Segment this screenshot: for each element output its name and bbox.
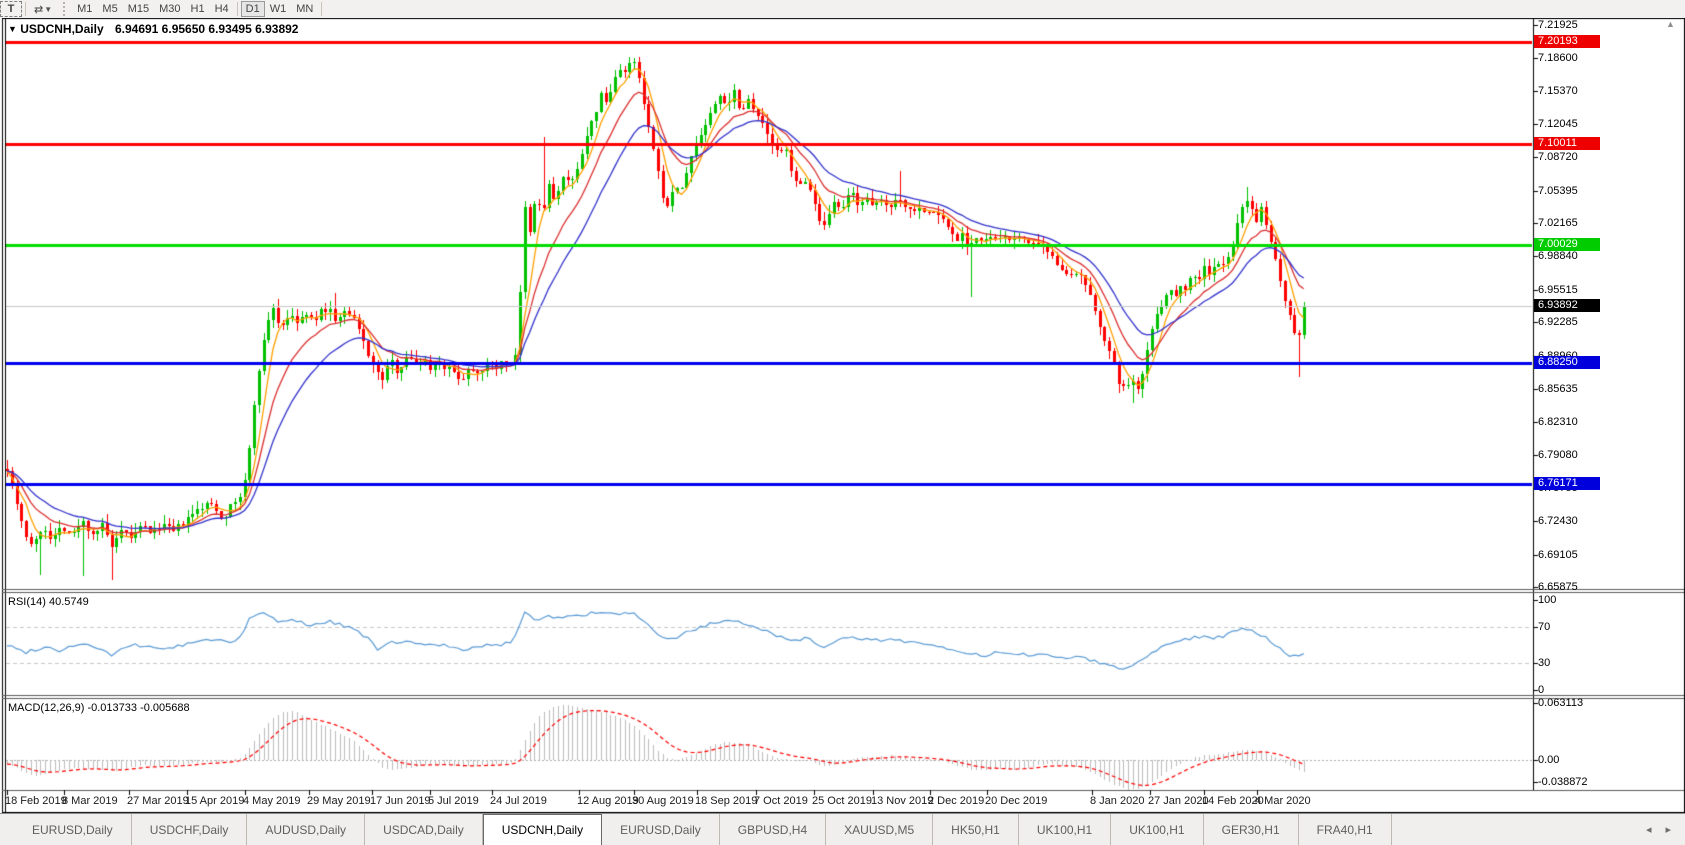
date-tick-label: 30 Aug 2019 xyxy=(632,795,694,807)
date-tick-label: 17 Jun 2019 xyxy=(370,795,431,807)
chart-tab-gbpusd-h4[interactable]: GBPUSD,H4 xyxy=(720,814,827,845)
macd-axis-label: 0.063113 xyxy=(1538,697,1584,709)
price-tick-label: 6.85635 xyxy=(1538,382,1578,395)
rsi-axis-label: 100 xyxy=(1538,594,1557,606)
date-tick-label: 25 Oct 2019 xyxy=(812,795,872,807)
price-tick-label: 7.15370 xyxy=(1538,84,1578,97)
price-tick-label: 6.65875 xyxy=(1538,581,1578,593)
chart-tab-audusd-daily[interactable]: AUDUSD,Daily xyxy=(247,814,366,845)
text-tool-button[interactable]: T xyxy=(0,1,22,17)
toolbar-separator xyxy=(321,2,323,16)
timeframe-button-m30[interactable]: M30 xyxy=(154,1,185,17)
price-badge: 6.76171 xyxy=(1534,476,1600,490)
chart-tab-uk100-h1[interactable]: UK100,H1 xyxy=(1111,814,1204,845)
date-tick-label: 13 Nov 2019 xyxy=(871,795,934,807)
price-tick-label: 7.21925 xyxy=(1538,19,1578,31)
date-tick-label: 27 Mar 2019 xyxy=(127,795,189,807)
chart-tab-usdchf-daily[interactable]: USDCHF,Daily xyxy=(132,814,248,845)
timeframe-button-d1[interactable]: D1 xyxy=(240,1,265,17)
chart-tab-bar: EURUSD,Daily USDCHF,Daily AUDUSD,Daily USDC… xyxy=(0,813,1685,845)
date-tick-label: 15 Apr 2019 xyxy=(185,795,245,807)
price-badge: 7.10011 xyxy=(1534,137,1600,151)
date-tick-label: 4 Mar 2020 xyxy=(1255,795,1311,807)
rsi-axis-label: 0 xyxy=(1538,684,1545,696)
chart-tab-fra40-h1[interactable]: FRA40,H1 xyxy=(1299,814,1392,845)
chart-tab-usdcad-daily[interactable]: USDCAD,Daily xyxy=(365,814,483,845)
date-tick-label: 18 Feb 2019 xyxy=(5,795,67,807)
chart-symbol-period: USDCNH,Daily xyxy=(20,22,104,36)
chart-header[interactable]: ▼ USDCNH,Daily 6.94691 6.95650 6.93495 6… xyxy=(8,22,298,36)
date-tick-label: 24 Jul 2019 xyxy=(490,795,547,807)
date-tick-label: 12 Aug 2019 xyxy=(577,795,639,807)
date-tick-label: 27 Jan 2020 xyxy=(1148,795,1209,807)
timeframe-button-m15[interactable]: M15 xyxy=(123,1,154,17)
date-tick-label: 7 Oct 2019 xyxy=(754,795,808,807)
timeframe-button-w1[interactable]: W1 xyxy=(265,1,292,17)
date-tick-label: 4 May 2019 xyxy=(243,795,301,807)
toolbar-grip xyxy=(63,2,68,16)
price-tick-label: 6.92285 xyxy=(1538,316,1578,329)
price-tick-label: 6.95515 xyxy=(1538,283,1578,296)
swap-arrows-icon: ⇄ xyxy=(34,3,44,16)
rsi-axis-label: 30 xyxy=(1538,657,1551,669)
chart-context-arrow-icon[interactable]: ▼ xyxy=(8,24,17,34)
chart-window: ▼ USDCNH,Daily 6.94691 6.95650 6.93495 6… xyxy=(0,18,1685,813)
chart-tabs: EURUSD,Daily USDCHF,Daily AUDUSD,Daily USDC… xyxy=(0,814,1392,845)
scroll-up-arrow-icon[interactable]: ▲ xyxy=(1666,19,1675,29)
price-tick-label: 7.12045 xyxy=(1538,118,1578,131)
chart-tab-hk50-h1[interactable]: HK50,H1 xyxy=(933,814,1019,845)
price-badge: 6.88250 xyxy=(1534,355,1600,369)
date-tick-label: 29 May 2019 xyxy=(307,795,371,807)
tab-navigation: ◂ ▸ xyxy=(1646,814,1685,845)
price-chart-canvas[interactable] xyxy=(0,18,1685,813)
macd-indicator-label: MACD(12,26,9) -0.013733 -0.005688 xyxy=(8,702,190,714)
rsi-indicator-label: RSI(14) 40.5749 xyxy=(8,596,89,608)
chart-tab-xauusd-m5[interactable]: XAUUSD,M5 xyxy=(826,814,934,845)
price-tick-label: 6.98840 xyxy=(1538,250,1578,263)
price-tick-label: 7.02165 xyxy=(1538,217,1578,230)
top-toolbar: T ⇄ ▼ M1 M5 M15 M30 H1 H4 D1 W1 MN xyxy=(0,0,1685,19)
price-tick-label: 7.18600 xyxy=(1538,52,1578,65)
macd-axis-label: -0.038872 xyxy=(1538,776,1588,788)
price-badge: 6.93892 xyxy=(1534,299,1600,313)
chart-tab-ger30-h1[interactable]: GER30,H1 xyxy=(1204,814,1299,845)
price-tick-label: 7.05395 xyxy=(1538,184,1578,197)
tabs-prev-icon[interactable]: ◂ xyxy=(1645,824,1652,836)
date-tick-label: 5 Jul 2019 xyxy=(428,795,479,807)
chart-tab-usdcnh-daily[interactable]: USDCNH,Daily xyxy=(482,814,603,845)
price-badge: 7.20193 xyxy=(1534,35,1600,49)
timeframe-button-m5[interactable]: M5 xyxy=(97,1,122,17)
date-tick-label: 14 Feb 2020 xyxy=(1202,795,1264,807)
timeframe-button-h1[interactable]: H1 xyxy=(186,1,210,17)
tabs-next-icon[interactable]: ▸ xyxy=(1665,824,1671,836)
timeframe-group: M1 M5 M15 M30 H1 H4 D1 W1 MN xyxy=(72,1,325,17)
price-tick-label: 6.72430 xyxy=(1538,515,1578,528)
dropdown-caret-icon: ▼ xyxy=(44,4,53,14)
price-badge: 7.00029 xyxy=(1534,237,1600,251)
date-tick-label: 20 Dec 2019 xyxy=(985,795,1048,807)
timeframe-button-m1[interactable]: M1 xyxy=(72,1,97,17)
macd-axis-label: 0.00 xyxy=(1538,754,1560,766)
date-tick-label: 8 Mar 2019 xyxy=(62,795,118,807)
price-tick-label: 6.79080 xyxy=(1538,448,1578,461)
swap-arrows-button[interactable]: ⇄ ▼ xyxy=(29,1,57,17)
chart-tab-eurusd-daily[interactable]: EURUSD,Daily xyxy=(602,814,720,845)
date-tick-label: 18 Sep 2019 xyxy=(695,795,758,807)
toolbar-separator xyxy=(25,2,26,16)
toolbar-separator xyxy=(236,2,238,16)
chart-ohlc-values: 6.94691 6.95650 6.93495 6.93892 xyxy=(114,22,299,36)
timeframe-button-h4[interactable]: H4 xyxy=(210,1,234,17)
price-tick-label: 6.82310 xyxy=(1538,416,1578,429)
price-tick-label: 6.69105 xyxy=(1538,548,1578,561)
rsi-axis-label: 70 xyxy=(1538,621,1551,633)
date-tick-label: 8 Jan 2020 xyxy=(1090,795,1145,807)
chart-tab-eurusd-daily[interactable]: EURUSD,Daily xyxy=(14,814,132,845)
chart-tab-uk100-h1[interactable]: UK100,H1 xyxy=(1019,814,1112,845)
date-tick-label: 2 Dec 2019 xyxy=(928,795,985,807)
price-tick-label: 7.08720 xyxy=(1538,151,1578,164)
timeframe-button-mn[interactable]: MN xyxy=(291,1,318,17)
